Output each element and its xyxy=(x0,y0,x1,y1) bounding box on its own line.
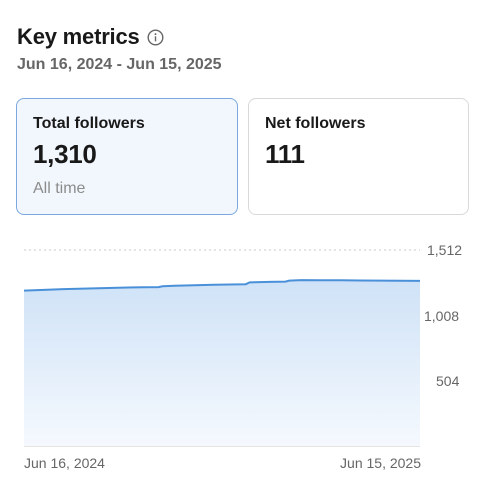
card-value: 1,310 xyxy=(33,139,97,169)
y-tick-label: 1,008 xyxy=(424,308,459,324)
net-followers-card[interactable]: Net followers 111 xyxy=(248,98,469,215)
x-end-label: Jun 15, 2025 xyxy=(340,455,421,471)
page-title: Key metrics xyxy=(17,24,140,49)
date-range: Jun 16, 2024 - Jun 15, 2025 xyxy=(17,56,222,73)
card-label: Net followers xyxy=(265,115,366,132)
header: Key metrics xyxy=(17,24,164,50)
card-subtitle: All time xyxy=(33,180,86,197)
followers-area xyxy=(24,280,420,446)
followers-line xyxy=(23,279,421,292)
y-tick-label: 1,512 xyxy=(427,242,462,258)
x-start-label: Jun 16, 2024 xyxy=(24,455,105,471)
total-followers-card[interactable]: Total followers 1,310 All time xyxy=(16,98,238,215)
card-value: 111 xyxy=(265,139,305,169)
card-label: Total followers xyxy=(33,115,145,132)
followers-chart: 1,512 1,008 504 Jun 16, 2024 Jun 15, 202… xyxy=(23,242,462,471)
y-tick-label: 504 xyxy=(436,373,460,389)
info-icon[interactable] xyxy=(147,28,164,46)
